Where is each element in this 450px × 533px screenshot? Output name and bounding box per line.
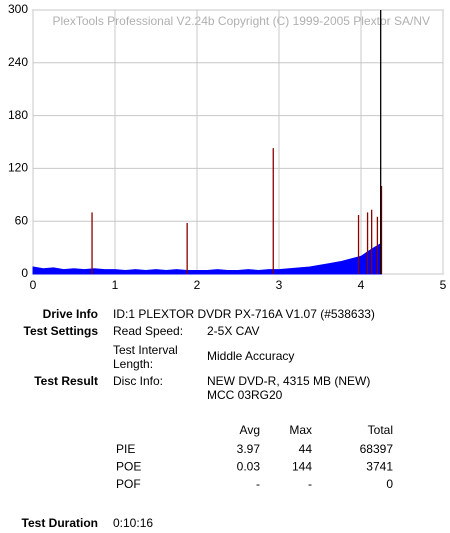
x-tick-label: 0 bbox=[30, 278, 37, 292]
x-tick-label: 4 bbox=[358, 278, 365, 292]
value: MCC 03RG20 bbox=[207, 388, 283, 402]
row-label: PIE bbox=[116, 442, 135, 456]
x-tick-label: 5 bbox=[440, 278, 447, 292]
label: Test Interval bbox=[113, 343, 178, 357]
label: Drive Info bbox=[43, 307, 98, 321]
y-tick-label: 60 bbox=[15, 213, 29, 227]
y-tick-label: 180 bbox=[8, 108, 28, 122]
table-cell: 3741 bbox=[366, 460, 393, 474]
y-tick-label: 300 bbox=[8, 2, 28, 16]
label: Test Duration bbox=[22, 516, 98, 530]
plot-area bbox=[32, 9, 444, 275]
row-label: POF bbox=[116, 477, 141, 491]
table-header: Max bbox=[289, 423, 312, 437]
y-tick-label: 240 bbox=[8, 55, 28, 69]
table-header: Avg bbox=[240, 423, 260, 437]
chart-title: PlexTools Professional V2.24b Copyright … bbox=[52, 14, 430, 28]
value: NEW DVD-R, 4315 MB (NEW) bbox=[207, 374, 370, 388]
label: Test Result bbox=[34, 374, 98, 388]
row-label: POE bbox=[116, 460, 141, 474]
value: Middle Accuracy bbox=[207, 349, 294, 363]
table-cell: 0 bbox=[386, 477, 393, 491]
label: Test Settings bbox=[24, 324, 99, 338]
y-tick-label: 120 bbox=[8, 161, 28, 175]
label: Length: bbox=[113, 357, 153, 371]
table-cell: 144 bbox=[292, 460, 312, 474]
label: Disc Info: bbox=[113, 374, 163, 388]
x-tick-label: 1 bbox=[112, 278, 119, 292]
table-cell: 68397 bbox=[360, 442, 394, 456]
value: 2-5X CAV bbox=[207, 324, 259, 338]
table-cell: 0.03 bbox=[237, 460, 261, 474]
value: 0:10:16 bbox=[113, 516, 153, 530]
table-header: Total bbox=[368, 423, 393, 437]
label: Read Speed: bbox=[113, 324, 183, 338]
table-cell: 44 bbox=[299, 442, 313, 456]
y-tick-label: 0 bbox=[21, 266, 28, 280]
x-tick-label: 3 bbox=[276, 278, 283, 292]
table-cell: - bbox=[256, 477, 260, 491]
x-tick-label: 2 bbox=[194, 278, 201, 292]
info: Drive Info ID:1 PLEXTOR DVDR PX-716A V1.… bbox=[22, 307, 393, 530]
table-cell: 3.97 bbox=[237, 442, 261, 456]
value: ID:1 PLEXTOR DVDR PX-716A V1.07 (#538633… bbox=[113, 307, 375, 321]
pie-area bbox=[32, 242, 382, 275]
table-cell: - bbox=[308, 477, 312, 491]
